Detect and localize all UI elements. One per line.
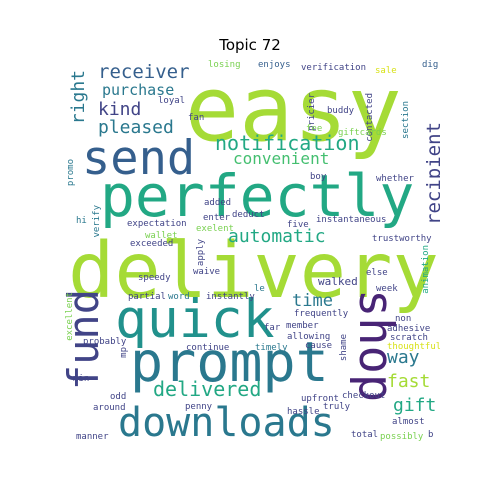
word-around: around bbox=[93, 403, 126, 413]
word-easy: easy bbox=[185, 57, 402, 162]
word-probably: probably bbox=[83, 337, 127, 347]
word-verification: verification bbox=[301, 63, 367, 73]
word-scratch: scratch bbox=[390, 333, 428, 343]
word-hassle: hassle bbox=[287, 407, 320, 417]
word-total: total bbox=[351, 430, 379, 440]
word-instantly: instantly bbox=[206, 292, 255, 302]
word-quick: quick bbox=[115, 289, 275, 350]
word-time: time bbox=[292, 291, 333, 311]
word-sale: sale bbox=[375, 66, 397, 76]
word-downloads: downloads bbox=[118, 400, 335, 446]
word-instantaneous: instantaneous bbox=[316, 215, 387, 225]
word-notification: notification bbox=[215, 131, 360, 155]
word-right: right bbox=[68, 70, 89, 125]
word-delivery: delivery bbox=[68, 227, 439, 316]
word-pleased: pleased bbox=[98, 117, 174, 138]
word-odd: odd bbox=[110, 392, 127, 402]
word-hi: hi bbox=[76, 216, 87, 226]
word-perfectly: perfectly bbox=[100, 162, 415, 230]
word-allowing: allowing bbox=[287, 332, 331, 342]
word-partial: partial bbox=[128, 292, 166, 302]
word-min: min bbox=[73, 374, 90, 384]
word-speedy: speedy bbox=[138, 273, 171, 283]
word-member: member bbox=[286, 321, 319, 331]
word-kind: kind bbox=[98, 99, 142, 120]
word-apply: apply bbox=[196, 239, 206, 267]
word-fee: fee bbox=[306, 124, 323, 134]
word-enjoys: enjoys bbox=[258, 60, 291, 70]
word-b: b bbox=[428, 430, 434, 440]
word-way: way bbox=[387, 347, 420, 368]
word-trustworthy: trustworthy bbox=[372, 234, 432, 244]
word-waive: waive bbox=[193, 267, 221, 277]
word-five: five bbox=[287, 220, 309, 230]
word-timely: timely bbox=[255, 343, 288, 353]
word-frequently: frequently bbox=[294, 309, 349, 319]
word-promo: promo bbox=[66, 159, 76, 187]
word-purchase: purchase bbox=[102, 81, 175, 99]
word-enter: enter bbox=[203, 213, 231, 223]
word-upfront: upfront bbox=[301, 394, 339, 404]
word-walked: walked bbox=[318, 275, 358, 288]
word-excellent: excellent bbox=[65, 292, 75, 341]
word-le: le bbox=[254, 284, 265, 294]
word-mp: mp bbox=[119, 347, 129, 358]
word-else: else bbox=[366, 268, 388, 278]
word-animation: animation bbox=[421, 245, 431, 294]
word-exelent: exelent bbox=[196, 224, 234, 234]
word-added: added bbox=[204, 198, 232, 208]
word-cloud: easy delivery perfectly send quick promp… bbox=[60, 57, 440, 447]
word-receiver: receiver bbox=[98, 61, 190, 83]
word-cause: cause bbox=[305, 341, 333, 351]
word-dig: dig bbox=[422, 60, 439, 70]
word-losing: losing bbox=[208, 60, 241, 70]
word-expectation: expectation bbox=[127, 219, 187, 229]
word-recipient: recipient bbox=[423, 122, 440, 225]
word-thoughtful: thoughtful bbox=[387, 342, 440, 352]
word-gift: gift bbox=[393, 395, 437, 416]
word-buddy: buddy bbox=[327, 106, 355, 116]
word-convenient: convenient bbox=[233, 149, 330, 168]
word-penny: penny bbox=[185, 402, 213, 412]
word-shame: shame bbox=[339, 334, 349, 362]
word-word: word bbox=[168, 292, 190, 302]
word-week: week bbox=[376, 284, 398, 294]
word-prompt: prompt bbox=[130, 330, 329, 394]
word-automatic: automatic bbox=[228, 226, 326, 247]
word-section: section bbox=[401, 101, 411, 139]
word-non: non bbox=[395, 314, 412, 324]
word-delivered: delivered bbox=[153, 377, 262, 401]
word-giftcards: giftcards bbox=[338, 128, 387, 138]
word-whether: whether bbox=[376, 174, 414, 184]
word-verify: verify bbox=[92, 205, 102, 238]
word-shop: shop bbox=[348, 289, 403, 403]
word-fast: fast bbox=[387, 371, 431, 392]
word-wallet: wallet bbox=[145, 231, 178, 241]
word-send: send bbox=[82, 131, 196, 186]
word-manner: manner bbox=[76, 432, 109, 442]
word-boy: boy bbox=[310, 172, 327, 182]
word-truly: truly bbox=[323, 402, 351, 412]
chart-title: Topic 72 bbox=[219, 36, 281, 54]
word-loyal: loyal bbox=[158, 96, 186, 106]
word-deduct: deduct bbox=[232, 210, 265, 220]
word-continue: continue bbox=[186, 343, 230, 353]
word-far: far bbox=[264, 323, 281, 333]
word-almost: almost bbox=[392, 417, 425, 427]
word-checkout: checkout bbox=[342, 391, 386, 401]
word-fan: fan bbox=[188, 113, 205, 123]
word-possibly: possibly bbox=[380, 432, 424, 442]
word-exceeded: exceeded bbox=[130, 239, 174, 249]
word-adhesive: adhesive bbox=[387, 324, 431, 334]
